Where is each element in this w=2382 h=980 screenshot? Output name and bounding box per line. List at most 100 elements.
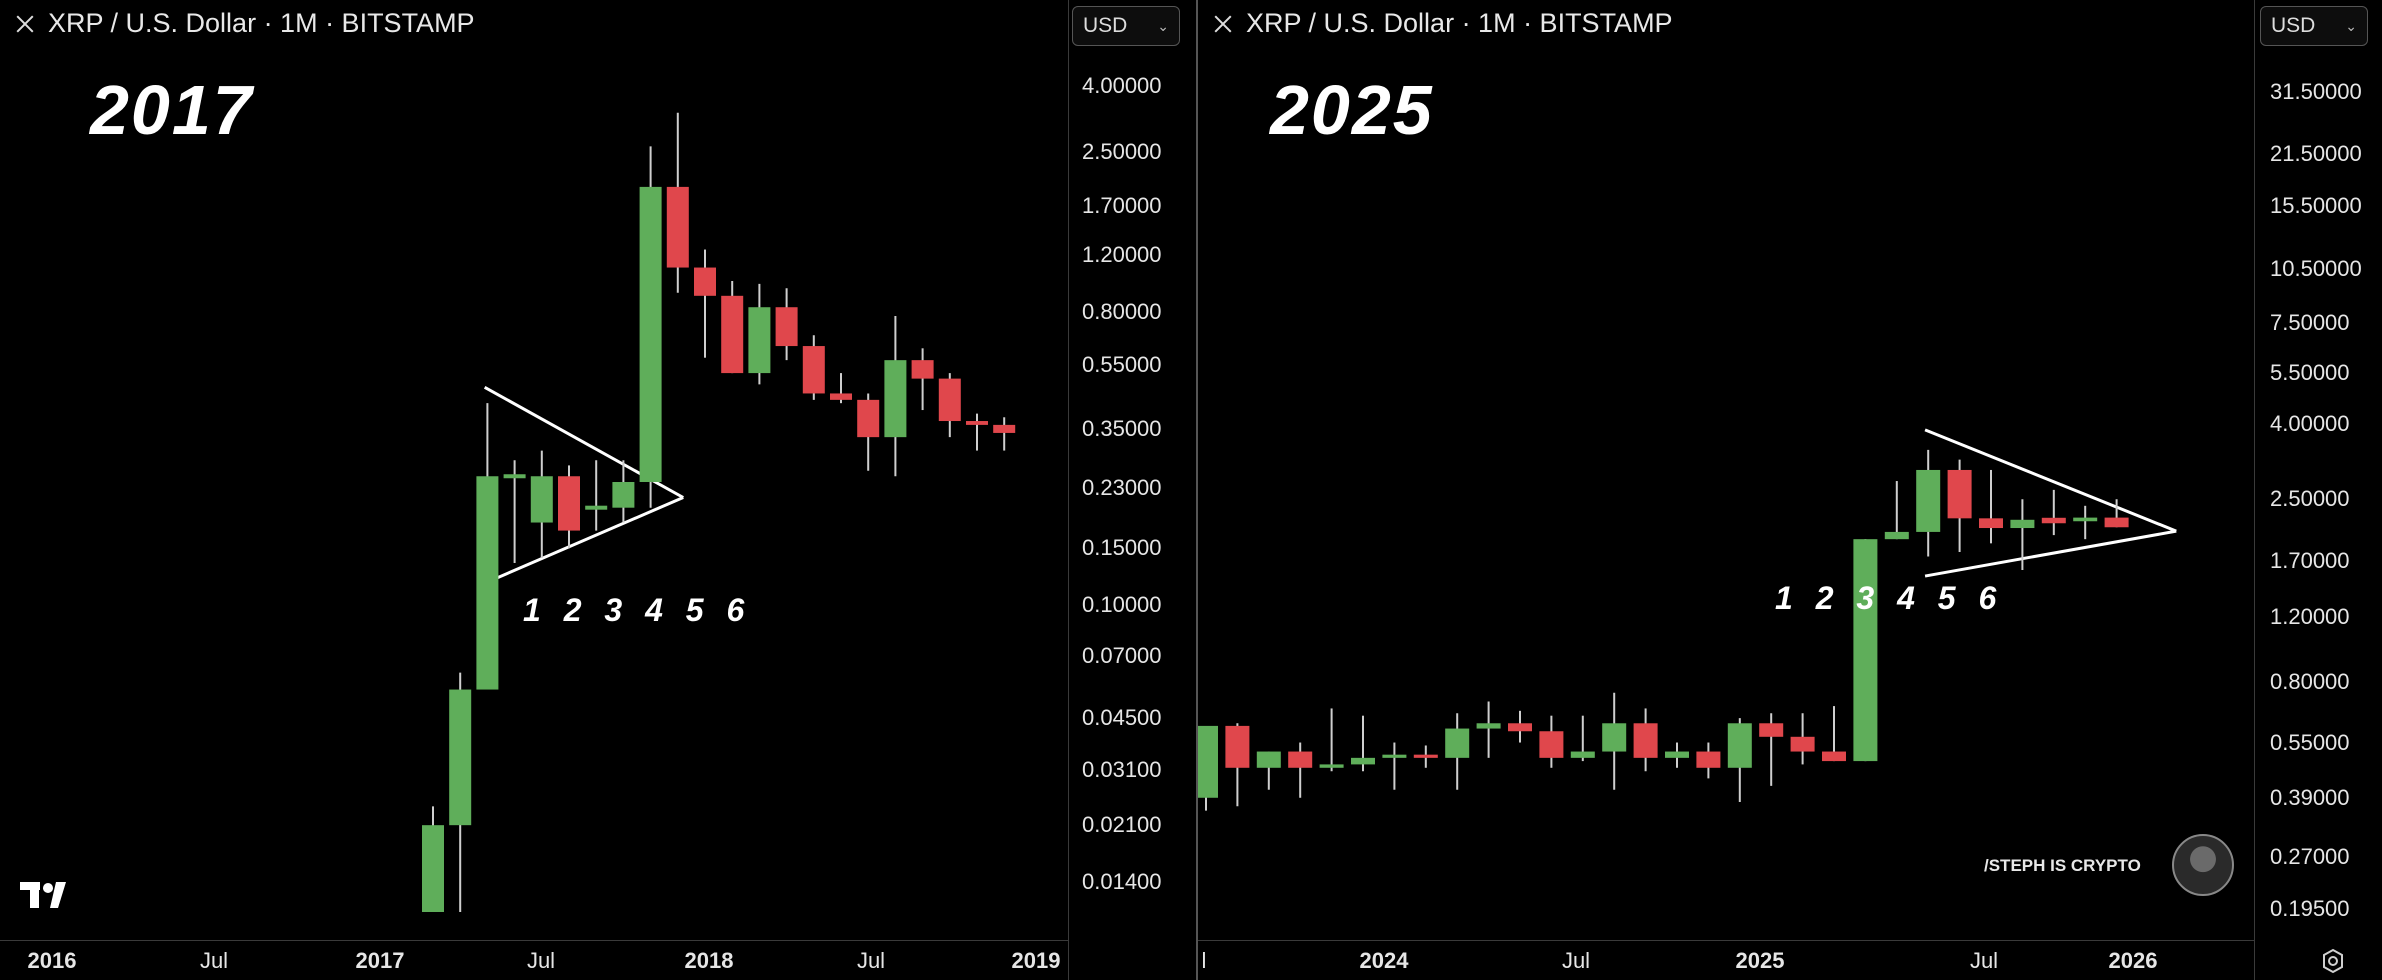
price-tick-label: 0.01400 <box>1082 869 1162 895</box>
candle-down <box>857 399 880 438</box>
price-tick-label: 7.50000 <box>2270 309 2350 335</box>
price-axis-separator <box>1068 0 1069 980</box>
candle-down <box>993 424 1016 433</box>
time-tick-label: Jul <box>856 948 886 973</box>
candle-down <box>911 360 934 379</box>
candle-up <box>530 476 553 523</box>
price-tick-label: 0.02100 <box>1082 812 1162 838</box>
candle-up <box>585 505 608 510</box>
price-tick-label: 0.27000 <box>2270 843 2350 869</box>
time-tick-label: Jul <box>1969 948 1999 973</box>
time-tick-label: Jul <box>526 948 556 973</box>
candle-up <box>1319 764 1344 768</box>
price-tick-label: 1.20000 <box>2270 604 2350 630</box>
candle-up <box>639 186 662 483</box>
candle-up <box>1198 725 1218 798</box>
price-tick-label: 15.50000 <box>2270 193 2362 219</box>
candle-up <box>449 689 472 826</box>
symbol-title: XRP / U.S. Dollar · 1M · BITSTAMP <box>48 8 475 38</box>
candle-down <box>1947 469 1972 519</box>
price-tick-label: 0.04500 <box>1082 704 1162 730</box>
time-tick-label: Jul <box>1561 948 1591 973</box>
currency-select[interactable]: USD ⌄ <box>2260 6 2368 46</box>
chart-panel-2025: XRP / U.S. Dollar · 1M · BITSTAMP 2025 U… <box>1198 0 2382 980</box>
price-axis-separator <box>2254 0 2255 980</box>
candle-up <box>1570 751 1595 758</box>
candle-down <box>721 295 744 374</box>
candle-up <box>1665 751 1689 758</box>
price-tick-label: 0.80000 <box>2270 669 2350 695</box>
candle-down <box>938 378 961 422</box>
candle-up <box>476 476 499 690</box>
candlestick-chart-2025[interactable] <box>1198 0 2254 940</box>
candle-down <box>966 421 988 425</box>
candle-down <box>802 346 825 394</box>
wave-count-label: 1 2 3 4 5 6 <box>1775 580 2004 616</box>
candle-down <box>1633 723 1658 758</box>
currency-value: USD <box>2271 14 2316 37</box>
close-icon[interactable] <box>14 13 36 35</box>
time-tick-label: 2018 <box>684 948 734 973</box>
time-tick-label: 2024 <box>1359 948 1409 973</box>
year-annotation: 2025 <box>1270 71 1434 149</box>
candle-down <box>666 186 689 268</box>
chevron-down-icon: ⌄ <box>1157 17 1169 34</box>
time-tick-label: 2025 <box>1735 948 1785 973</box>
price-tick-label: 5.50000 <box>2270 359 2350 385</box>
triangle-upper-trendline <box>1924 428 2177 533</box>
candle-down <box>1696 751 1721 768</box>
candle-up <box>1445 728 1470 758</box>
candlestick-chart-2017[interactable] <box>0 0 1068 940</box>
author-avatar <box>2172 834 2234 896</box>
price-tick-label: 0.35000 <box>1082 415 1162 441</box>
candle-down <box>1822 751 1846 762</box>
settings-icon[interactable] <box>2320 948 2346 974</box>
price-tick-label: 1.70000 <box>2270 548 2350 574</box>
candle-up <box>1727 723 1752 768</box>
candle-up <box>1256 751 1281 768</box>
candle-up <box>1916 469 1941 532</box>
candle-down <box>1413 754 1438 758</box>
price-tick-label: 0.19500 <box>2270 896 2350 922</box>
candle-down <box>830 393 852 400</box>
time-axis-separator <box>1198 940 2254 941</box>
price-tick-label: 10.50000 <box>2270 255 2362 281</box>
time-tick-label: 2026 <box>2108 948 2158 973</box>
currency-select[interactable]: USD ⌄ <box>1072 6 1180 46</box>
candle-up <box>1382 754 1407 758</box>
candle-up <box>2073 517 2098 522</box>
candle-up <box>2010 519 2035 529</box>
tradingview-logo <box>20 882 66 908</box>
candle-down <box>2041 517 2066 524</box>
candle-down <box>558 476 580 531</box>
time-tick-label: 2017 <box>355 948 405 973</box>
candle-down <box>1288 751 1313 768</box>
symbol-title: XRP / U.S. Dollar · 1M · BITSTAMP <box>1246 8 1673 38</box>
price-tick-label: 4.00000 <box>2270 410 2350 436</box>
candle-down <box>1539 731 1564 758</box>
candle-down <box>1790 736 1815 752</box>
price-tick-label: 0.80000 <box>1082 299 1162 325</box>
price-tick-label: 0.55000 <box>2270 729 2350 755</box>
price-tick-label: 1.20000 <box>1082 242 1162 268</box>
candle-up <box>748 307 771 374</box>
time-tick-label: l <box>1201 948 1207 973</box>
chart-header: XRP / U.S. Dollar · 1M · BITSTAMP <box>14 8 475 39</box>
time-tick-label: 2016 <box>27 948 77 973</box>
price-tick-label: 0.55000 <box>1082 352 1162 378</box>
candle-up <box>1884 531 1909 540</box>
candle-up <box>422 825 444 912</box>
price-tick-label: 0.39000 <box>2270 784 2350 810</box>
candle-up <box>884 360 907 438</box>
candle-down <box>2104 517 2129 528</box>
candle-down <box>1508 723 1532 732</box>
year-annotation: 2017 <box>90 71 254 149</box>
price-tick-label: 0.15000 <box>1082 535 1162 561</box>
close-icon[interactable] <box>1212 13 1234 35</box>
triangle-lower-trendline <box>1924 529 2177 578</box>
candle-down <box>1979 518 2003 529</box>
price-tick-label: 2.50000 <box>2270 486 2350 512</box>
price-tick-label: 0.23000 <box>1082 475 1162 500</box>
candle-up <box>1853 539 1878 762</box>
candle-up <box>612 482 635 508</box>
